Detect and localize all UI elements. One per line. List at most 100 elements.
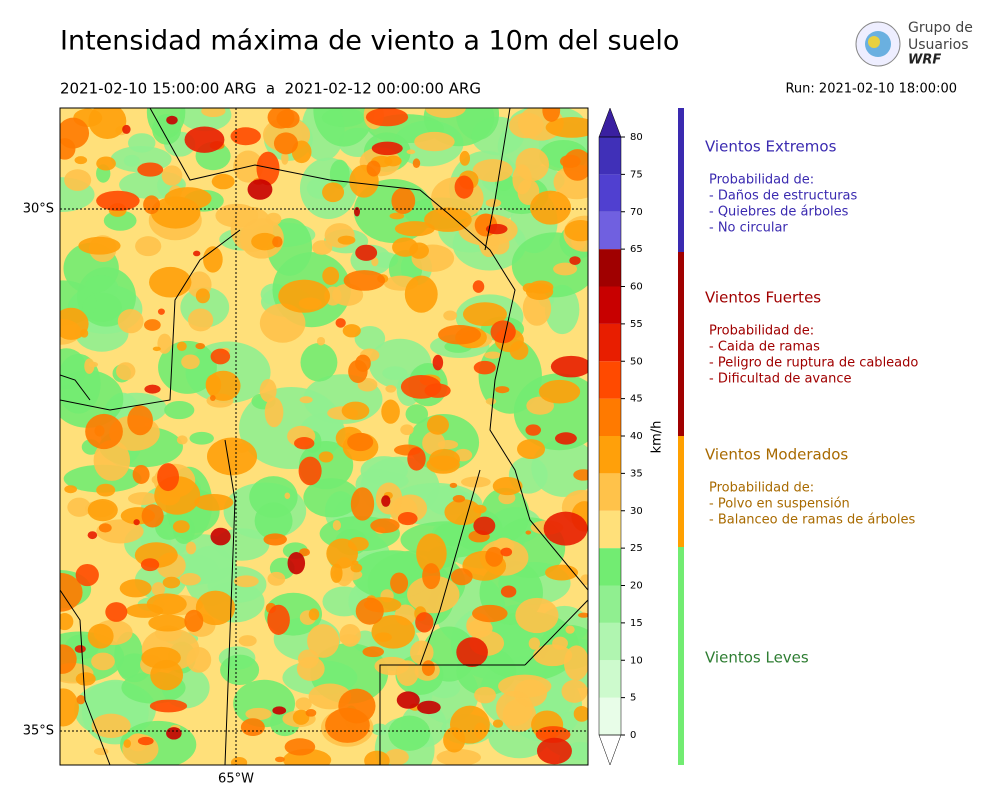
colorbar-bin [599, 249, 621, 287]
logo-text: Grupo de [908, 20, 973, 36]
wind-field [321, 108, 366, 128]
colorbar-tick-label: 45 [630, 394, 643, 405]
colorbar-tick-label: 10 [630, 655, 643, 666]
legend-line: Probabilidad de: [709, 173, 814, 188]
wind-field [135, 236, 162, 257]
wind-field [488, 234, 510, 255]
wind-field [538, 379, 581, 404]
wind-field [152, 346, 161, 352]
colorbar-bin [599, 398, 621, 436]
wind-field [433, 522, 472, 547]
wind-field [364, 750, 390, 765]
wind-field [573, 705, 588, 722]
wind-field [127, 405, 153, 436]
wind-field [87, 499, 118, 522]
wind-field [294, 437, 315, 450]
wind-field [132, 464, 150, 485]
wind-field [388, 715, 431, 751]
wind-field [382, 366, 408, 380]
wind-field [384, 155, 402, 167]
wind-field [123, 739, 132, 748]
wind-field [545, 117, 588, 138]
wind-field [516, 439, 546, 459]
legend-line: - No circular [709, 221, 788, 236]
wind-field [355, 354, 371, 372]
colorbar-tick-label: 70 [630, 207, 643, 218]
wind-field [128, 492, 158, 505]
legend-bar [678, 252, 684, 436]
wind-field [230, 127, 261, 146]
wind-field [498, 674, 552, 698]
wind-field [263, 533, 287, 546]
wind-field [274, 756, 285, 763]
wind-field [259, 303, 306, 343]
wind-field [273, 132, 299, 155]
legend-bar [678, 547, 684, 765]
wind-field [421, 660, 435, 676]
wind-field [96, 483, 116, 497]
legend-title: Vientos Moderados [705, 446, 848, 464]
wind-field [162, 576, 181, 589]
colorbar-extend [598, 107, 622, 138]
colorbar-tick-label: 20 [630, 581, 643, 592]
wind-field [342, 324, 361, 338]
wind-field [184, 126, 225, 153]
wind-field [473, 516, 496, 536]
wind-field [207, 437, 258, 476]
wind-field [150, 196, 201, 229]
wind-field [233, 575, 259, 588]
wind-field [272, 236, 283, 248]
title: Intensidad máxima de viento a 10m del su… [60, 26, 679, 57]
wind-field [550, 355, 588, 378]
wind-field [350, 563, 363, 573]
wind-field [87, 623, 114, 649]
wind-field [385, 385, 397, 393]
wind-field [60, 644, 77, 674]
wind-field [492, 719, 504, 728]
wind-field [561, 679, 588, 703]
colorbar-tick-label: 15 [630, 618, 643, 629]
wind-field [443, 310, 458, 321]
wind-field [396, 691, 420, 709]
wind-field [303, 478, 360, 518]
wind-field [525, 424, 542, 436]
colorbar-bin [599, 211, 621, 250]
wind-field [116, 362, 136, 381]
wind-field [91, 652, 115, 671]
wind-field [472, 604, 508, 623]
wind-field [240, 718, 265, 737]
wind-field [397, 512, 418, 526]
colorbar-tick-label: 55 [630, 319, 643, 330]
wind-field [580, 574, 588, 586]
wind-field [267, 604, 290, 635]
wind-field [350, 487, 375, 521]
wind-field [80, 328, 89, 338]
wind-field [128, 133, 156, 153]
period: 2021-02-10 15:00:00 ARG a 2021-02-12 00:… [60, 80, 481, 98]
wind-field [312, 240, 333, 255]
wind-field [485, 223, 508, 235]
legend-line: - Daños de estructuras [709, 189, 858, 204]
wind-field [391, 187, 416, 214]
wind-field [424, 207, 472, 232]
wind-field [144, 319, 161, 331]
wind-field [515, 597, 559, 634]
wind-field [473, 360, 496, 375]
wind-field [416, 533, 447, 574]
wind-field [449, 482, 458, 488]
wind-field [184, 609, 204, 632]
wind-field [179, 572, 201, 586]
wind-field [149, 266, 192, 298]
colorbar-tick-label: 0 [630, 730, 636, 741]
wind-field [371, 141, 403, 156]
wind-field [318, 451, 334, 463]
wind-field [351, 560, 359, 566]
wind-field [474, 686, 496, 704]
wind-field [354, 207, 360, 217]
wind-field [422, 563, 441, 590]
wind-field [203, 246, 223, 273]
wind-field [370, 518, 400, 534]
wind-field [98, 523, 112, 533]
colorbar-tick-label: 35 [630, 468, 643, 479]
